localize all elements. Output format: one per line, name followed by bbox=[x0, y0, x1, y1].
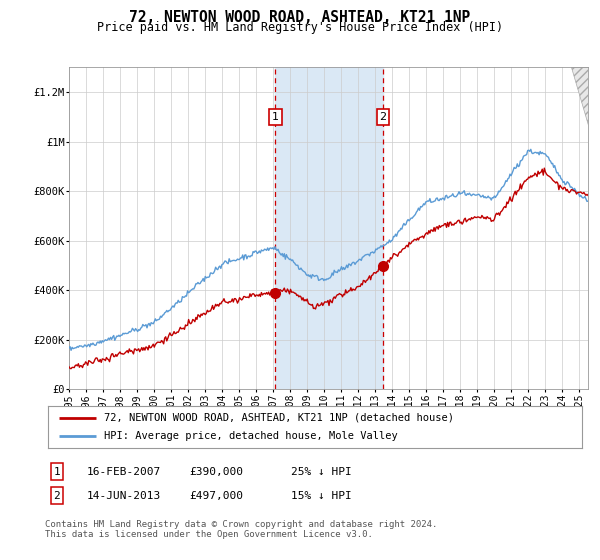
Text: £497,000: £497,000 bbox=[189, 491, 243, 501]
Text: Contains HM Land Registry data © Crown copyright and database right 2024.
This d: Contains HM Land Registry data © Crown c… bbox=[45, 520, 437, 539]
Bar bbox=[275, 67, 383, 389]
Text: 72, NEWTON WOOD ROAD, ASHTEAD, KT21 1NP: 72, NEWTON WOOD ROAD, ASHTEAD, KT21 1NP bbox=[130, 10, 470, 25]
Text: HPI: Average price, detached house, Mole Valley: HPI: Average price, detached house, Mole… bbox=[104, 431, 398, 441]
Text: 15% ↓ HPI: 15% ↓ HPI bbox=[291, 491, 352, 501]
Text: £390,000: £390,000 bbox=[189, 466, 243, 477]
Text: Price paid vs. HM Land Registry's House Price Index (HPI): Price paid vs. HM Land Registry's House … bbox=[97, 21, 503, 34]
Text: 2: 2 bbox=[53, 491, 61, 501]
Text: 16-FEB-2007: 16-FEB-2007 bbox=[87, 466, 161, 477]
Text: 1: 1 bbox=[272, 112, 279, 122]
Polygon shape bbox=[571, 67, 588, 125]
Text: 25% ↓ HPI: 25% ↓ HPI bbox=[291, 466, 352, 477]
Text: 72, NEWTON WOOD ROAD, ASHTEAD, KT21 1NP (detached house): 72, NEWTON WOOD ROAD, ASHTEAD, KT21 1NP … bbox=[104, 413, 454, 423]
Text: 1: 1 bbox=[53, 466, 61, 477]
Text: 14-JUN-2013: 14-JUN-2013 bbox=[87, 491, 161, 501]
Text: 2: 2 bbox=[380, 112, 386, 122]
